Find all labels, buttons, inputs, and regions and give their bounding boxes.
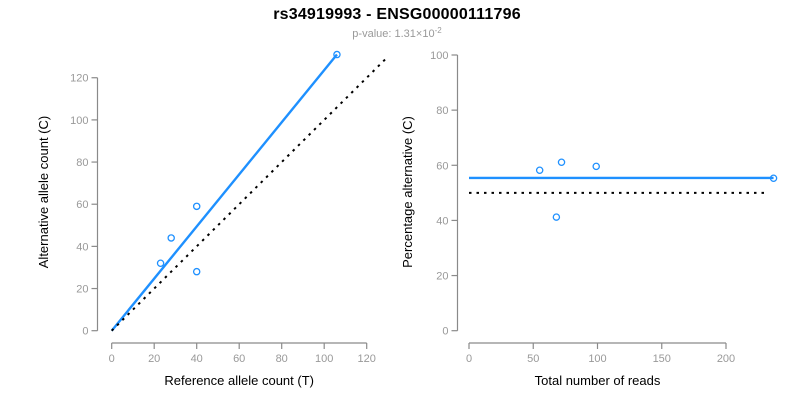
y-tick-label: 0 xyxy=(442,326,448,338)
x-tick-label: 120 xyxy=(358,353,376,365)
y-tick-label: 60 xyxy=(436,160,448,172)
data-point xyxy=(156,259,165,267)
data-point xyxy=(535,166,544,174)
x-tick-label: 0 xyxy=(466,353,472,365)
data-point xyxy=(552,213,561,221)
y-tick-label: 120 xyxy=(70,73,88,85)
data-point xyxy=(592,162,600,171)
y-tick-label: 20 xyxy=(436,271,448,283)
p-value-text: p-value: 1.31×10 xyxy=(352,28,435,40)
y-axis-label: Percentage alternative (C) xyxy=(400,116,415,268)
x-tick-label: 100 xyxy=(315,353,333,365)
x-tick-label: 150 xyxy=(653,353,671,365)
data-point xyxy=(192,202,201,211)
fit-line xyxy=(110,53,338,332)
y-axis-label: Alternative allele count (C) xyxy=(36,116,51,268)
p-value-subtitle: p-value: 1.31×10-2 xyxy=(0,26,794,40)
x-tick-label: 200 xyxy=(717,353,735,365)
x-tick-label: 60 xyxy=(233,353,245,365)
data-point xyxy=(769,174,778,182)
y-tick-label: 0 xyxy=(82,326,88,338)
figure-title: rs34919993 - ENSG00000111796 xyxy=(273,6,521,23)
x-tick-label: 50 xyxy=(527,353,539,365)
x-tick-label: 40 xyxy=(191,353,203,365)
y-tick-label: 100 xyxy=(70,115,88,127)
y-tick-label: 60 xyxy=(76,199,88,211)
x-axis-label: Total number of reads xyxy=(535,373,661,388)
x-axis-label: Reference allele count (T) xyxy=(164,373,314,388)
y-tick-label: 100 xyxy=(430,50,448,62)
data-point xyxy=(167,234,175,242)
data-point xyxy=(192,267,201,276)
x-tick-label: 20 xyxy=(148,353,160,365)
y-tick-label: 80 xyxy=(436,105,448,117)
y-tick-label: 80 xyxy=(76,157,88,169)
y-tick-label: 40 xyxy=(436,215,448,227)
data-point xyxy=(557,158,566,166)
data-point xyxy=(333,50,341,59)
x-tick-label: 80 xyxy=(276,353,288,365)
y-tick-label: 40 xyxy=(76,241,88,253)
p-value-exponent: -2 xyxy=(434,26,442,35)
identity-line xyxy=(110,57,388,332)
x-tick-label: 0 xyxy=(109,353,115,365)
y-tick-label: 20 xyxy=(76,284,88,296)
panel-percentage-vs-coverage: 0 50 100 150 200 0 20 40 60 80 100 Total number of … xyxy=(400,50,778,388)
panel-allele-counts: 0 20 40 60 80 100 120 0 20 40 60 80 100 120 Reference … xyxy=(36,50,388,388)
x-tick-label: 100 xyxy=(588,353,606,365)
